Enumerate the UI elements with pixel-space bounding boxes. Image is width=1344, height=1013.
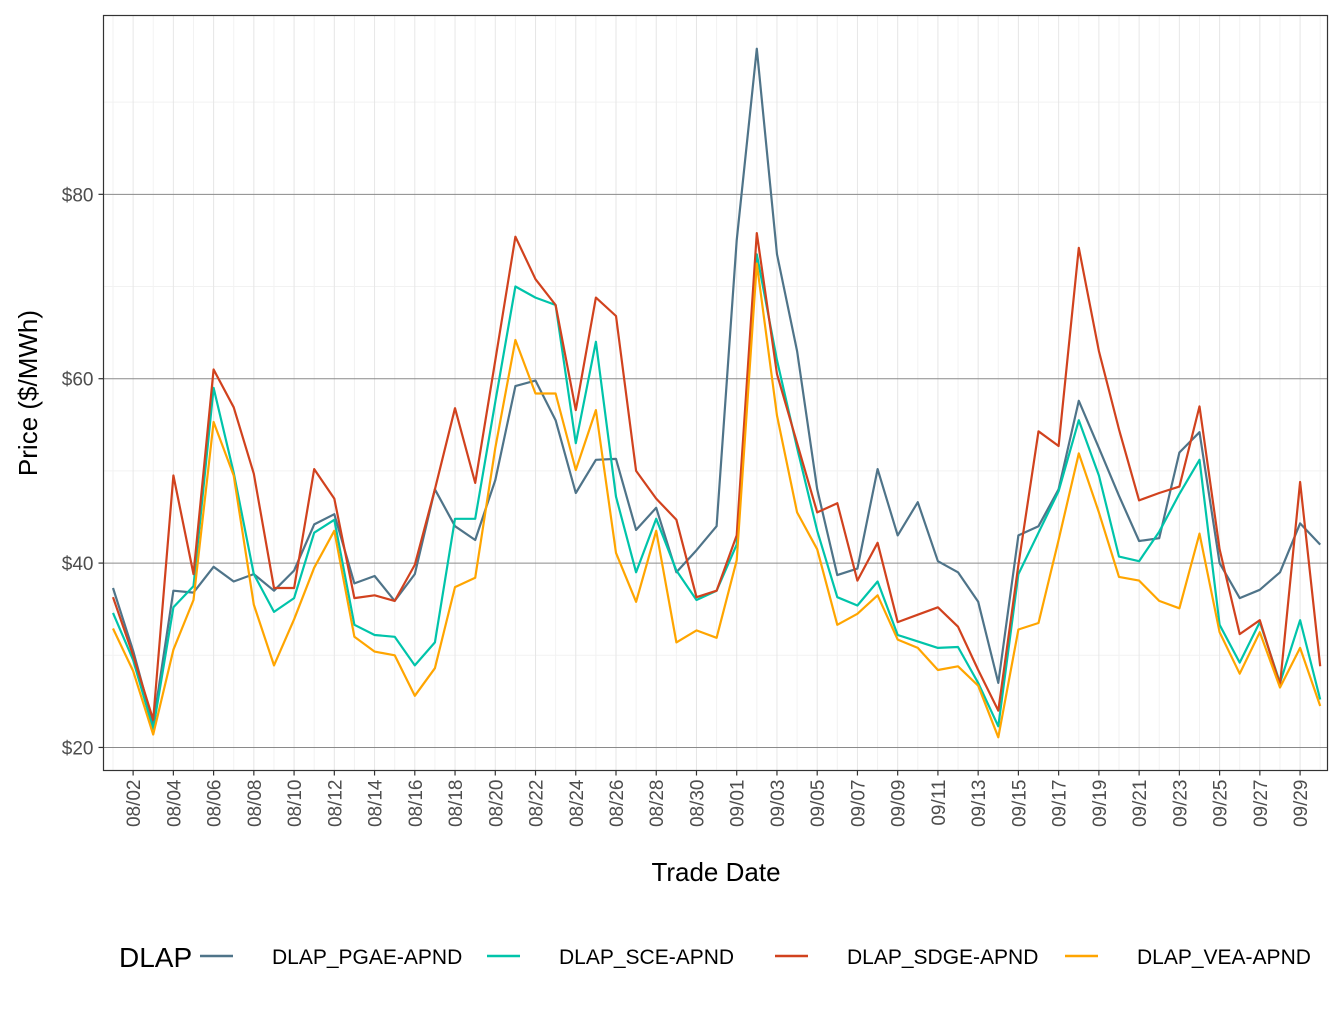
x-tick-label: 09/03 — [768, 780, 789, 828]
x-tick-label: 09/29 — [1291, 780, 1312, 828]
x-tick-label: 08/02 — [124, 780, 145, 828]
x-tick-label: 09/01 — [728, 780, 749, 828]
x-tick-label: 09/11 — [929, 780, 950, 826]
x-tick-label: 08/10 — [285, 780, 306, 828]
x-tick-label: 08/16 — [406, 780, 427, 828]
x-tick-label: 08/12 — [325, 780, 346, 828]
series-line-dlap-pgae-apnd — [111, 47, 1321, 726]
legend-label: DLAP_SCE-APND — [559, 946, 734, 969]
x-tick-label: 09/21 — [1130, 780, 1151, 828]
x-tick-label: 08/14 — [366, 779, 387, 827]
x-tick-label: 09/15 — [1009, 780, 1030, 828]
legend: DLAP_PGAE-APND DLAP_SCE-APND DLAP_SDGE-APN… — [200, 946, 1311, 969]
x-axis-title: Trade Date — [651, 857, 780, 887]
y-tick-label: $80 — [62, 185, 94, 206]
series-line-dlap-sdge-apnd — [111, 232, 1322, 721]
x-tick-label: 09/27 — [1251, 780, 1272, 828]
legend-label: DLAP_SDGE-APND — [847, 946, 1038, 969]
legend-label: DLAP_VEA-APND — [1137, 946, 1311, 969]
panel-border — [102, 14, 1329, 772]
x-tick-label: 09/17 — [1050, 780, 1071, 828]
x-tick-label: 09/23 — [1170, 780, 1191, 828]
x-tick-label: 09/19 — [1090, 780, 1111, 828]
y-axis: $20 $40 $60 $80 — [62, 185, 104, 759]
series-lines — [111, 47, 1322, 739]
y-axis-title: Price ($/MWh) — [13, 310, 43, 476]
x-tick-label: 08/20 — [486, 780, 507, 828]
x-tick-label: 08/06 — [205, 780, 226, 828]
y-tick-label: $40 — [62, 554, 94, 575]
x-tick-label: 09/07 — [848, 780, 869, 828]
x-tick-label: 08/08 — [245, 780, 266, 828]
x-tick-label: 08/04 — [164, 779, 185, 827]
x-tick-label: 08/22 — [527, 780, 548, 828]
x-tick-label: 08/18 — [446, 780, 467, 828]
x-tick-label: 09/13 — [969, 780, 990, 828]
x-tick-label: 09/09 — [889, 780, 910, 828]
y-tick-label: $20 — [62, 738, 94, 759]
y-tick-label: $60 — [62, 370, 94, 391]
grid — [103, 15, 1328, 771]
x-tick-label: 08/26 — [607, 780, 628, 828]
series-line-dlap-vea-apnd — [112, 262, 1322, 739]
x-tick-label: 09/05 — [808, 780, 829, 828]
x-tick-label: 08/30 — [687, 780, 708, 828]
legend-label: DLAP_PGAE-APND — [272, 946, 462, 969]
x-axis: 08/02 08/04 08/06 08/08 08/10 08/12 08/14 08/16… — [124, 770, 1312, 828]
legend-title: DLAP — [119, 942, 192, 973]
x-tick-label: 08/28 — [647, 780, 668, 828]
x-tick-label: 09/25 — [1211, 780, 1232, 828]
x-tick-label: 08/24 — [567, 779, 588, 827]
